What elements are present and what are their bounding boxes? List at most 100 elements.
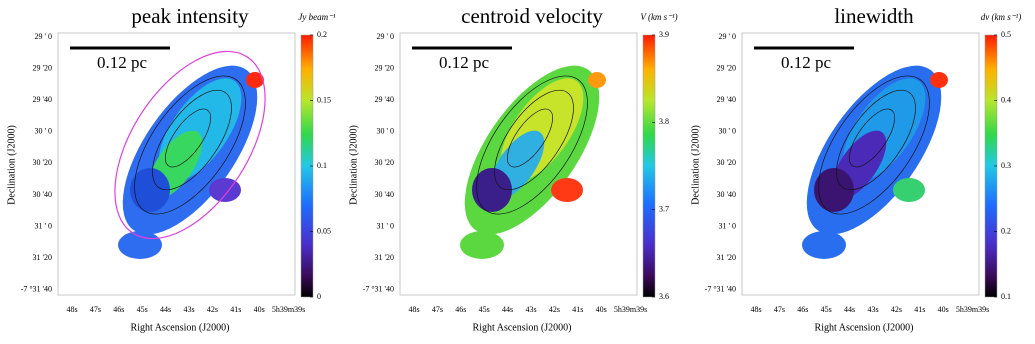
x-tick-label: 45s — [479, 305, 490, 314]
colorbar-tick-label: 0.5 — [1001, 30, 1011, 39]
y-tick-label: 30 '20 — [717, 158, 736, 167]
outline-contour — [114, 50, 266, 240]
map-blob — [814, 168, 854, 212]
emission-map — [460, 65, 606, 259]
y-tick-label: 30 ' 0 — [719, 127, 736, 136]
y-tick-label: 31 ' 0 — [377, 221, 394, 230]
y-tick-label: 29 ' 0 — [377, 32, 394, 41]
x-tick-label: 48s — [408, 305, 419, 314]
y-tick-label: -7 °31 '40 — [21, 285, 52, 294]
map-blob — [551, 178, 583, 202]
y-tick-label: 30 '40 — [717, 190, 736, 199]
y-tick-label: 29 '20 — [375, 63, 394, 72]
emission-map — [118, 65, 264, 259]
x-tick-label: 41s — [230, 305, 241, 314]
y-axis-label: Declination (J2000) — [6, 125, 17, 205]
x-tick-label: 42s — [207, 305, 218, 314]
x-tick-label: 43s — [183, 305, 194, 314]
colorbar-tick-label: 0.1 — [317, 161, 327, 170]
y-axis-label: Declination (J2000) — [690, 125, 701, 205]
x-tick-label: 47s — [432, 305, 443, 314]
colorbar-tick-label: 0.3 — [1001, 161, 1011, 170]
map-blob — [472, 168, 512, 212]
x-axis-label: Right Ascension (J2000) — [131, 322, 230, 333]
panel: 0.12 pc peak intensity Jy beam⁻¹ 0 0.05 0.1 0.… — [6, 4, 336, 333]
map-blob — [930, 72, 948, 88]
map-blob — [246, 72, 264, 88]
x-tick-label: 44s — [160, 305, 171, 314]
colorbar-tick-label: 3.8 — [659, 117, 669, 126]
x-tick-label: 46s — [797, 305, 808, 314]
y-tick-label: -7 °31 '40 — [705, 285, 736, 294]
x-tick-label: 5h39m39s — [272, 305, 305, 314]
colorbar-tick-label: 0.2 — [1001, 226, 1011, 235]
scale-bar-label: 0.12 pc — [781, 53, 832, 72]
colorbar-label: dv (km s⁻¹) — [981, 12, 1021, 22]
x-tick-label: 42s — [549, 305, 560, 314]
colorbar-tick-label: 3.6 — [659, 292, 669, 301]
contour — [476, 75, 588, 215]
x-tick-label: 5h39m39s — [614, 305, 647, 314]
x-tick-label: 47s — [774, 305, 785, 314]
contour — [849, 108, 895, 168]
x-tick-label: 46s — [455, 305, 466, 314]
panel: 0.12 pc centroid velocity V (km s⁻¹) 3.6 3.7… — [348, 4, 677, 333]
x-tick-label: 40s — [596, 305, 607, 314]
contour — [818, 75, 930, 215]
x-tick-label: 48s — [66, 305, 77, 314]
y-tick-label: 29 ' 0 — [35, 32, 52, 41]
x-tick-label: 43s — [867, 305, 878, 314]
y-tick-label: 30 '20 — [33, 158, 52, 167]
colorbar-tick-label: 0.4 — [1001, 95, 1011, 104]
x-axis-label: Right Ascension (J2000) — [473, 322, 572, 333]
x-tick-label: 5h39m39s — [956, 305, 989, 314]
colorbar-tick-label: 3.7 — [659, 204, 669, 213]
panel: 0.12 pc linewidth dv (km s⁻¹) 0.1 0.2 0.3 0.4 0… — [690, 4, 1021, 333]
map-blob — [460, 231, 504, 259]
y-tick-label: 29 '40 — [33, 95, 52, 104]
map-blob — [130, 168, 170, 212]
y-tick-label: 29 '20 — [717, 63, 736, 72]
map-blob — [118, 231, 162, 259]
y-tick-label: 30 ' 0 — [377, 127, 394, 136]
colorbar-tick-label: 0 — [317, 292, 321, 301]
panel-title: peak intensity — [131, 4, 249, 28]
y-tick-label: 29 '40 — [375, 95, 394, 104]
contour — [152, 89, 232, 191]
colorbar-tick-label: 0.15 — [317, 95, 331, 104]
x-tick-label: 45s — [821, 305, 832, 314]
panel-title: centroid velocity — [461, 4, 603, 28]
map-blob — [209, 178, 241, 202]
y-tick-label: 29 '40 — [717, 95, 736, 104]
y-tick-label: 29 ' 0 — [719, 32, 736, 41]
x-tick-label: 47s — [90, 305, 101, 314]
y-tick-label: 29 '20 — [33, 63, 52, 72]
contour — [134, 75, 246, 215]
colorbar-label: Jy beam⁻¹ — [298, 12, 335, 22]
contour — [165, 108, 211, 168]
contour — [836, 89, 916, 191]
contour — [494, 89, 574, 191]
y-tick-label: 31 '20 — [33, 253, 52, 262]
colorbar-label: V (km s⁻¹) — [640, 12, 677, 22]
x-axis-label: Right Ascension (J2000) — [815, 322, 914, 333]
y-tick-label: 31 ' 0 — [719, 221, 736, 230]
x-tick-label: 41s — [914, 305, 925, 314]
y-axis-label: Declination (J2000) — [348, 125, 359, 205]
colorbar-tick-label: 0.1 — [1001, 292, 1011, 301]
y-tick-label: 31 '20 — [717, 253, 736, 262]
map-blob — [893, 178, 925, 202]
y-tick-label: 31 '20 — [375, 253, 394, 262]
x-tick-label: 45s — [137, 305, 148, 314]
map-blob — [588, 72, 606, 88]
y-tick-label: 30 '20 — [375, 158, 394, 167]
y-tick-label: 31 ' 0 — [35, 221, 52, 230]
x-tick-label: 40s — [938, 305, 949, 314]
x-tick-label: 48s — [750, 305, 761, 314]
y-tick-label: 30 '40 — [33, 190, 52, 199]
map-blob — [802, 231, 846, 259]
scale-bar-label: 0.12 pc — [439, 53, 490, 72]
x-tick-label: 44s — [502, 305, 513, 314]
contour — [507, 108, 553, 168]
